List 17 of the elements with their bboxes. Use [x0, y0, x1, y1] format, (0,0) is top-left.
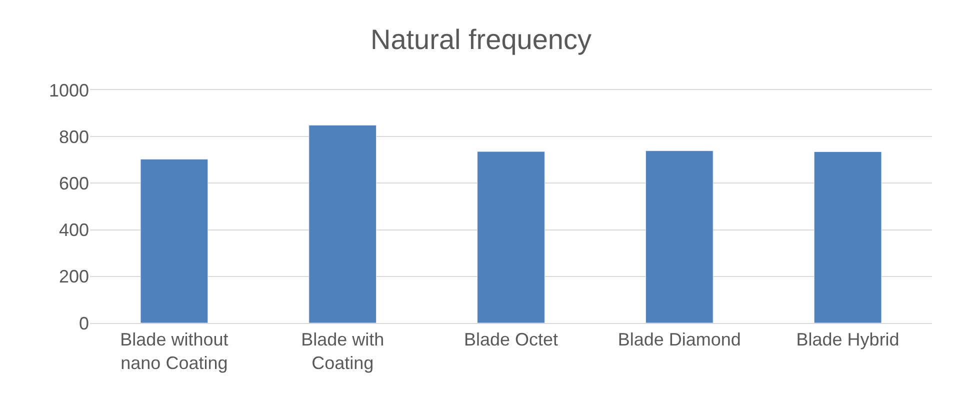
x-tick-label: Blade with Coating — [301, 330, 384, 373]
bar — [308, 124, 377, 323]
x-tick-label: Blade Octet — [464, 330, 558, 350]
bar — [477, 151, 545, 323]
chart-title: Natural frequency — [370, 24, 592, 55]
x-tick-label: Blade Diamond — [618, 330, 741, 350]
y-tick-label: 0 — [78, 313, 89, 334]
bar — [645, 150, 714, 323]
x-tick-label: Blade without nano Coating — [120, 330, 228, 373]
y-tick-label: 600 — [58, 174, 89, 194]
bar — [814, 152, 882, 323]
y-tick-label: 800 — [58, 126, 89, 147]
y-tick-label: 400 — [58, 220, 89, 240]
y-tick-label: 1000 — [48, 80, 89, 100]
y-tick-label: 200 — [58, 266, 89, 287]
x-tick-label: Blade Hybrid — [796, 330, 900, 350]
bar — [140, 158, 208, 323]
